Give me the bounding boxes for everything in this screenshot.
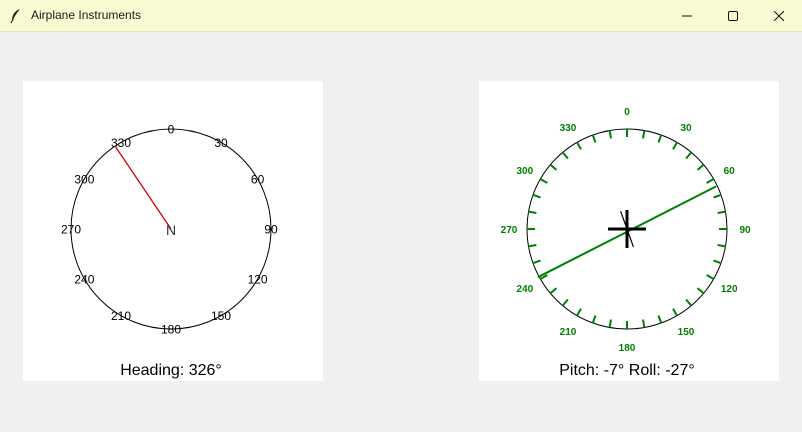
attitude-tick bbox=[608, 319, 612, 328]
heading-label: 0 bbox=[168, 123, 175, 137]
attitude-tick bbox=[561, 298, 569, 307]
window-title: Airplane Instruments bbox=[31, 8, 142, 22]
title-bar[interactable]: Airplane Instruments bbox=[0, 0, 802, 32]
attitude-tick bbox=[591, 134, 597, 143]
maximize-button[interactable] bbox=[710, 0, 756, 31]
attitude-tick bbox=[576, 308, 582, 317]
heading-dial-circle bbox=[70, 128, 272, 330]
roll-indicator bbox=[620, 210, 634, 248]
attitude-tick bbox=[549, 163, 558, 171]
attitude-tick bbox=[539, 274, 548, 280]
heading-label: 180 bbox=[161, 323, 181, 337]
heading-label: 330 bbox=[111, 136, 131, 150]
maximize-icon bbox=[728, 10, 738, 21]
attitude-tick bbox=[685, 298, 693, 307]
attitude-gauge: 0 30 60 90 120 150 180 210 240 270 300 330 Pitch: -… bbox=[501, 107, 751, 379]
attitude-tick bbox=[642, 130, 646, 139]
attitude-tick bbox=[717, 244, 726, 248]
attitude-label: 300 bbox=[516, 166, 533, 177]
attitude-label: 30 bbox=[680, 123, 692, 134]
attitude-label: 150 bbox=[678, 327, 695, 338]
attitude-tick bbox=[706, 274, 715, 280]
heading-label: 60 bbox=[251, 173, 265, 187]
attitude-tick bbox=[696, 163, 705, 171]
minimize-icon bbox=[682, 15, 692, 16]
feather-icon bbox=[10, 9, 20, 24]
attitude-readout: Pitch: -7° Roll: -27° bbox=[559, 362, 695, 379]
attitude-tick bbox=[657, 134, 663, 143]
attitude-label: 0 bbox=[624, 107, 630, 118]
close-button[interactable] bbox=[756, 0, 802, 31]
attitude-label: 90 bbox=[739, 225, 751, 236]
attitude-label: 240 bbox=[516, 284, 533, 295]
heading-label: 270 bbox=[61, 223, 81, 237]
attitude-tick bbox=[713, 259, 722, 265]
heading-gauge: 0 30 60 90 120 150 180 210 240 270 300 330 N Headin… bbox=[61, 123, 278, 380]
heading-label: 30 bbox=[214, 136, 228, 150]
attitude-tick bbox=[528, 210, 537, 214]
heading-label: 300 bbox=[74, 173, 94, 187]
attitude-tick bbox=[591, 315, 597, 324]
close-icon bbox=[774, 10, 784, 21]
attitude-label: 120 bbox=[721, 284, 738, 295]
attitude-label: 180 bbox=[619, 343, 636, 354]
attitude-label: 60 bbox=[724, 166, 736, 177]
attitude-tick bbox=[642, 319, 646, 328]
minimize-button[interactable] bbox=[664, 0, 710, 31]
attitude-label: 270 bbox=[501, 225, 518, 236]
heading-label: 120 bbox=[248, 273, 268, 287]
attitude-tick bbox=[672, 308, 678, 317]
attitude-tick bbox=[539, 178, 548, 184]
attitude-tick bbox=[685, 151, 693, 160]
attitude-tick bbox=[528, 244, 537, 248]
heading-label: 240 bbox=[74, 273, 94, 287]
heading-gauge-panel: 0 30 60 90 120 150 180 210 240 270 300 330 N Headin… bbox=[23, 81, 323, 381]
attitude-tick bbox=[713, 193, 722, 199]
heading-center-label: N bbox=[166, 222, 176, 238]
attitude-gauge-panel: 0 30 60 90 120 150 180 210 240 270 300 330 Pitch: -… bbox=[479, 81, 779, 381]
attitude-label: 210 bbox=[560, 327, 577, 338]
attitude-tick bbox=[549, 287, 558, 295]
attitude-tick bbox=[532, 259, 541, 265]
attitude-tick bbox=[696, 287, 705, 295]
attitude-tick bbox=[717, 210, 726, 214]
heading-label: 90 bbox=[264, 223, 278, 237]
attitude-tick bbox=[672, 141, 678, 150]
heading-readout: Heading: 326° bbox=[120, 362, 222, 379]
attitude-tick bbox=[561, 151, 569, 160]
heading-label: 150 bbox=[211, 309, 231, 323]
attitude-tick bbox=[608, 130, 612, 139]
attitude-tick bbox=[532, 193, 541, 199]
attitude-label: 330 bbox=[560, 123, 577, 134]
attitude-tick bbox=[657, 315, 663, 324]
heading-label: 210 bbox=[111, 309, 131, 323]
attitude-tick bbox=[576, 141, 582, 150]
heading-needle bbox=[114, 145, 172, 230]
attitude-tick bbox=[706, 178, 715, 184]
